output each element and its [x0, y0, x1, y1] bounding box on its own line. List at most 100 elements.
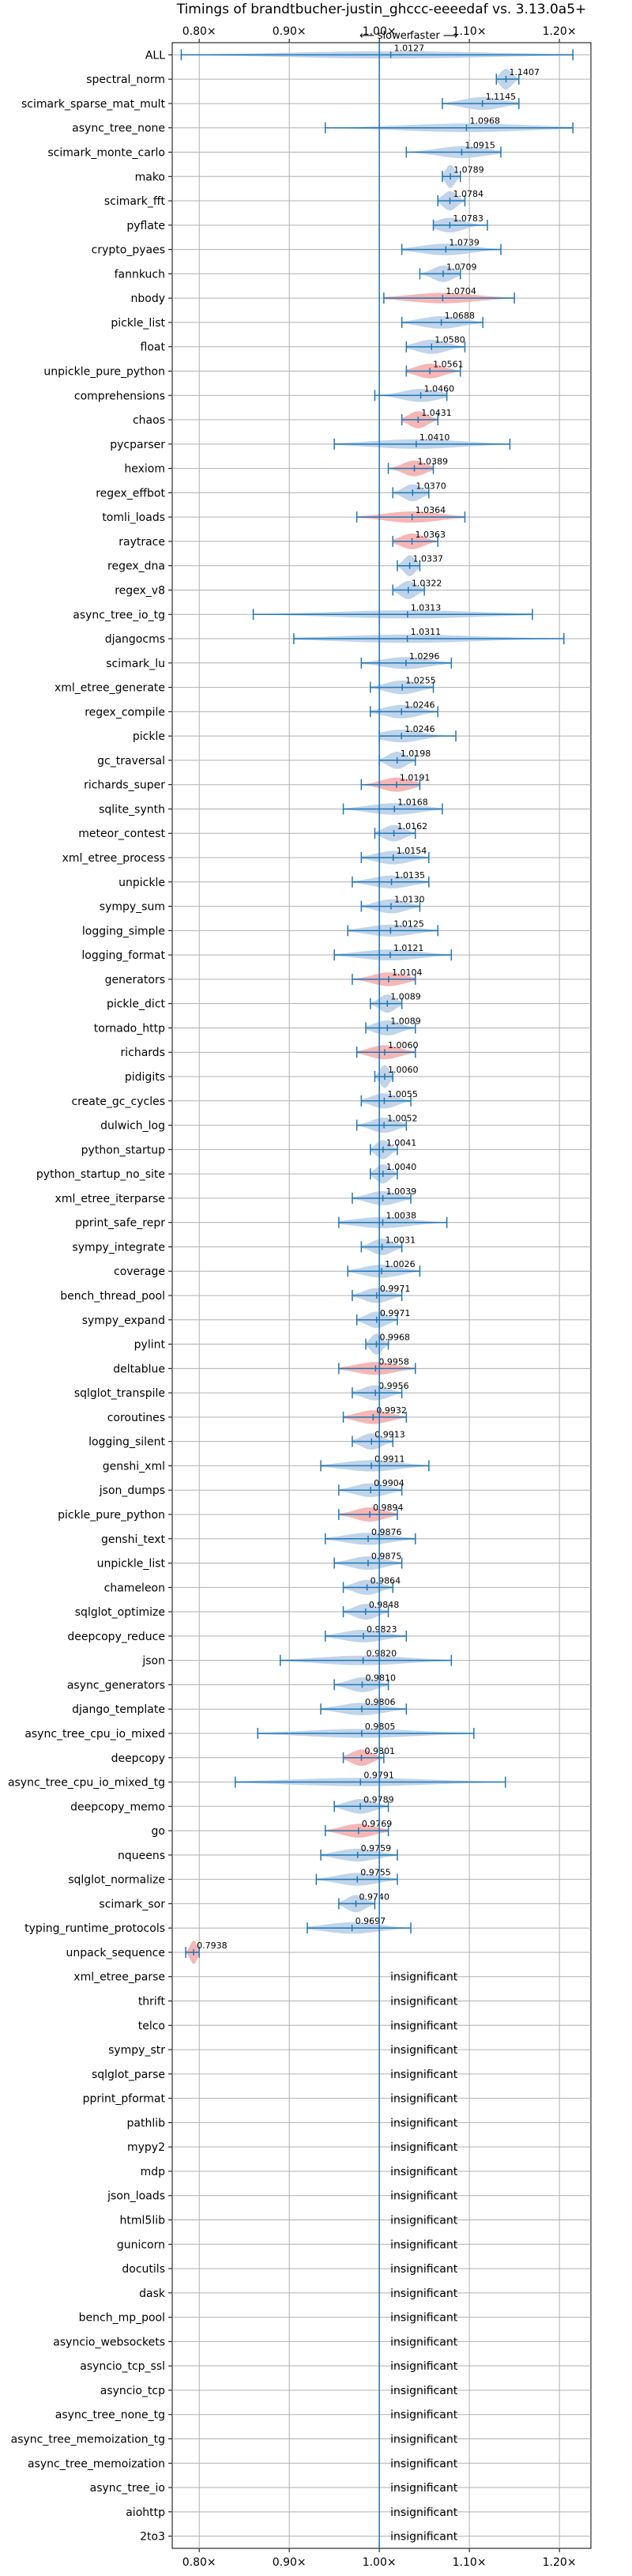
benchmark-label: chameleon — [104, 1582, 165, 1594]
benchmark-label: gunicorn — [117, 2238, 165, 2251]
value-label: 1.0168 — [397, 797, 428, 807]
benchmark-row: bench_thread_pool 0.9971 — [60, 1284, 410, 1303]
benchmark-label: unpickle — [118, 877, 165, 889]
top-tick-label: 1.20× — [543, 25, 577, 38]
benchmark-row: pickle_list 1.0688 — [111, 311, 483, 330]
benchmark-label: nbody — [131, 292, 166, 305]
value-label: 1.0060 — [388, 1040, 419, 1050]
benchmark-label: go — [152, 1825, 165, 1838]
benchmark-row: chaos 1.0431 — [133, 408, 452, 428]
benchmark-label: scimark_sparse_mat_mult — [21, 98, 165, 111]
benchmark-label: deepcopy — [111, 1752, 165, 1765]
benchmark-label: python_startup — [81, 1144, 165, 1156]
value-label: 0.9956 — [378, 1381, 409, 1391]
benchmark-row: nbody 1.0704 — [131, 286, 515, 305]
benchmark-label: bench_mp_pool — [79, 2312, 165, 2325]
benchmark-label: coroutines — [107, 1412, 165, 1424]
value-label: 1.0410 — [419, 432, 450, 443]
value-label: 1.0031 — [386, 1235, 416, 1245]
benchmark-row: richards_super 1.0191 — [84, 773, 430, 792]
value-label: 1.0198 — [401, 749, 431, 759]
benchmark-row: meteor_contest 1.0162 — [78, 821, 427, 842]
benchmark-row: pylint 0.9968 — [134, 1333, 410, 1355]
benchmark-label: pickle_list — [111, 317, 165, 330]
value-label: 0.9805 — [365, 1722, 396, 1732]
value-label: 0.9769 — [362, 1819, 393, 1829]
benchmark-label: mako — [135, 171, 165, 183]
value-label: 1.0038 — [386, 1211, 416, 1221]
benchmark-row: sympy_str insignificant — [108, 2044, 458, 2057]
value-label: 1.0127 — [394, 43, 425, 53]
benchmark-row: gunicorn insignificant — [117, 2238, 458, 2251]
benchmark-row: comprehensions 1.0460 — [74, 383, 454, 402]
value-label: 1.0389 — [417, 457, 448, 467]
value-label: 0.9820 — [367, 1649, 397, 1659]
benchmark-label: asyncio_tcp — [100, 2385, 165, 2397]
value-label: 1.0125 — [393, 918, 423, 929]
benchmark-label: float — [141, 341, 166, 354]
benchmark-row: tomli_loads 1.0364 — [102, 505, 466, 524]
benchmark-label: sympy_integrate — [72, 1241, 165, 1254]
value-label: 0.9875 — [371, 1552, 402, 1562]
benchmark-label: async_tree_io — [90, 2482, 165, 2495]
insignificant-label: insignificant — [390, 2238, 458, 2251]
benchmark-row: deepcopy_memo 0.9789 — [70, 1794, 394, 1814]
benchmark-row: deepcopy_reduce 0.9823 — [67, 1624, 408, 1643]
benchmark-label: ALL — [145, 49, 165, 62]
value-label: 0.9958 — [378, 1356, 408, 1367]
value-label: 0.9848 — [369, 1600, 400, 1610]
benchmark-label: scimark_sor — [99, 1898, 165, 1910]
benchmark-label: async_tree_io_tg — [73, 609, 165, 621]
benchmark-row: logging_format 1.0121 — [81, 943, 453, 962]
bottom-tick-label: 1.00× — [363, 2556, 397, 2569]
benchmark-row: async_tree_memoization insignificant — [28, 2457, 458, 2470]
benchmark-row: sqlglot_transpile 0.9956 — [74, 1381, 409, 1401]
benchmark-label: create_gc_cycles — [71, 1096, 165, 1108]
benchmark-row: docutils insignificant — [122, 2263, 457, 2276]
benchmark-row: dulwich_log 1.0052 — [100, 1114, 418, 1133]
benchmark-row: html5lib insignificant — [120, 2215, 458, 2227]
benchmark-row: sqlglot_normalize 0.9755 — [68, 1868, 398, 1887]
value-label: 1.0784 — [453, 189, 484, 199]
benchmark-label: unpickle_list — [97, 1558, 166, 1571]
value-label: 1.0580 — [434, 335, 465, 345]
value-label: 1.0789 — [453, 164, 484, 175]
chart-title: Timings of brandtbucher-justin_ghccc-eee… — [176, 2, 587, 17]
benchmark-label: unpack_sequence — [66, 1947, 165, 1959]
value-label: 1.0431 — [421, 408, 452, 418]
value-label: 1.0039 — [386, 1186, 417, 1197]
benchmark-label: dask — [139, 2287, 166, 2300]
value-label: 0.9894 — [373, 1503, 404, 1513]
benchmark-label: scimark_monte_carlo — [47, 146, 165, 159]
benchmark-label: pprint_safe_repr — [75, 1217, 165, 1230]
benchmark-row: pathlib insignificant — [127, 2117, 458, 2129]
value-label: 0.9932 — [376, 1405, 407, 1416]
benchmark-label: json_loads — [107, 2190, 165, 2203]
value-label: 1.0561 — [433, 359, 464, 369]
value-label: 1.0089 — [390, 992, 421, 1002]
benchmark-label: python_startup_no_site — [36, 1168, 165, 1181]
benchmark-label: sqlglot_parse — [92, 2069, 165, 2081]
benchmark-label: fannkuch — [115, 268, 165, 281]
benchmark-row: coroutines 0.9932 — [107, 1405, 408, 1424]
benchmark-row: raytrace 1.0363 — [118, 530, 446, 549]
benchmark-label: sympy_str — [108, 2044, 165, 2057]
benchmark-row: unpickle_pure_python 1.0561 — [43, 359, 464, 379]
benchmark-row: pycparser 1.0410 — [110, 432, 511, 451]
benchmark-row: sqlglot_optimize 0.9848 — [75, 1600, 400, 1620]
benchmark-label: pycparser — [110, 439, 165, 451]
benchmark-row: scimark_monte_carlo 1.0915 — [47, 140, 502, 159]
benchmark-label: async_tree_memoization_tg — [11, 2434, 165, 2446]
value-label: 0.9806 — [365, 1697, 396, 1707]
benchmark-row: regex_dna 1.0337 — [107, 554, 443, 576]
benchmark-label: django_template — [72, 1703, 165, 1716]
benchmark-row: xml_etree_iterparse 1.0039 — [55, 1186, 417, 1205]
bottom-tick-label: 1.20× — [543, 2556, 577, 2569]
insignificant-label: insignificant — [390, 2141, 458, 2154]
benchmark-row: regex_v8 1.0322 — [115, 578, 442, 599]
benchmark-label: sqlglot_optimize — [75, 1606, 165, 1619]
value-label: 0.9759 — [361, 1843, 392, 1854]
benchmark-label: coverage — [114, 1265, 165, 1278]
bottom-tick-label: 0.80× — [182, 2556, 216, 2569]
